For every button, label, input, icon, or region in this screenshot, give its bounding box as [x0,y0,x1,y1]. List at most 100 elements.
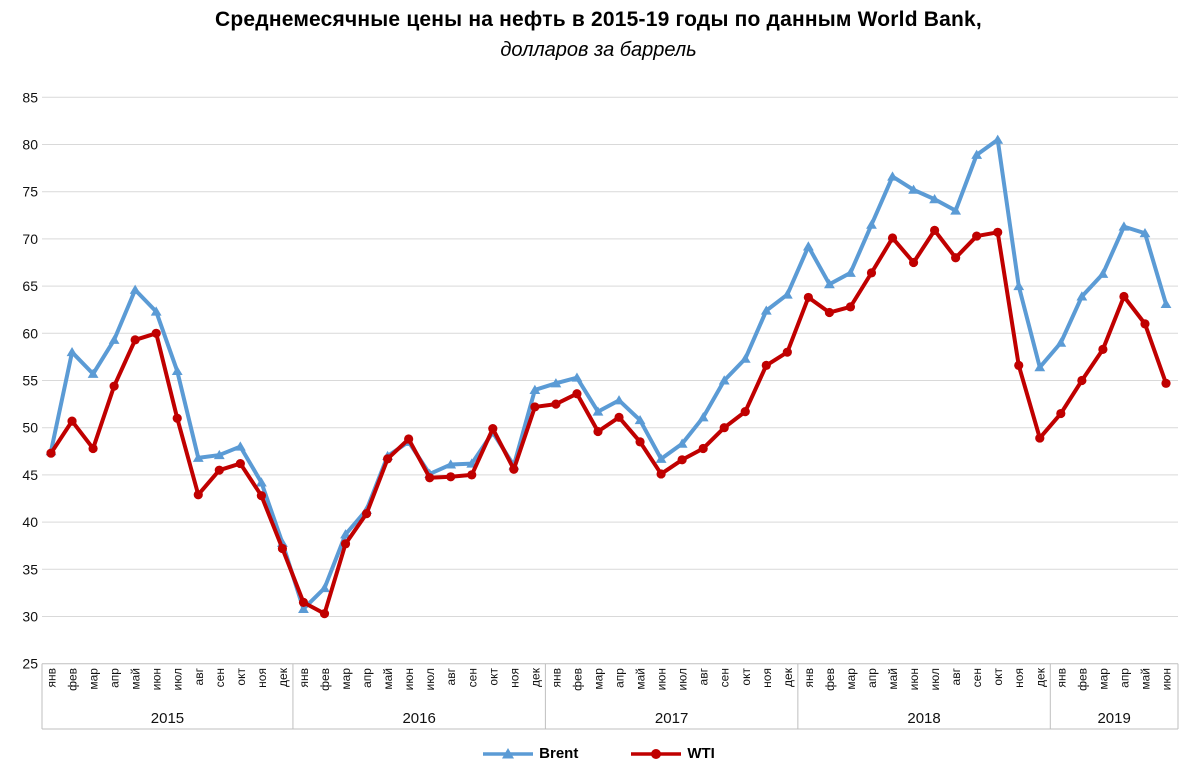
wti-marker [509,464,519,474]
wti-marker [151,328,161,338]
wti-marker [1014,360,1024,370]
wti-marker [824,307,835,318]
brent-marker [908,184,919,194]
chart-title: Среднемесячные цены на нефть в 2015-19 г… [215,8,982,31]
x-axis-month-label: дек [781,667,795,687]
brent-marker [192,452,204,462]
x-axis-month-label: авг [192,667,206,685]
y-axis-tick-label: 60 [22,325,38,341]
x-axis-month-label: май [634,668,648,690]
wti-marker [614,412,624,422]
brent-marker [634,414,646,425]
wti-marker [593,426,603,437]
x-axis-month-label: фев [823,668,837,691]
brent-marker [697,412,709,422]
wti-marker [782,347,792,357]
x-axis-month-label: сен [970,668,984,687]
brent-marker [971,149,983,159]
legend-item-wti[interactable]: WTI [630,745,715,762]
wti-marker [256,491,266,501]
x-axis-month-label: май [129,668,143,690]
brent-marker [1034,362,1046,372]
x-axis-month-label: окт [234,668,248,686]
wti-line [49,228,1169,616]
x-axis-month-label: мар [1096,668,1110,690]
wti-marker [866,268,877,278]
x-axis-month-label: май [381,668,395,690]
x-axis-month-label: ноя [760,668,774,688]
x-axis-year-label: 2015 [151,710,184,727]
brent-marker [255,477,267,487]
brent-marker [950,205,962,215]
x-axis-month-label: май [1138,668,1152,690]
brent-marker [66,346,78,357]
x-axis-month-label: дек [276,667,290,687]
wti-marker [319,609,330,619]
x-axis-month-label: июл [423,668,437,690]
x-axis-month-label: июн [655,668,669,690]
brent-marker [676,438,688,448]
x-axis-month-label: сен [718,668,732,687]
legend-label-brent: Brent [539,745,579,762]
brent-marker [887,171,898,181]
x-axis-month-label: фев [66,668,80,691]
wti-marker [172,413,182,423]
x-axis-month-label: апр [865,668,879,688]
wti-marker [972,231,982,241]
wti-marker [993,227,1003,237]
wti-marker [1077,375,1087,386]
x-axis-month-label: мар [339,668,353,690]
x-axis-month-label: окт [991,668,1005,686]
x-axis-month-label: июн [150,668,164,690]
x-axis-month-label: апр [360,668,374,688]
wti-marker [214,465,224,475]
wti-marker [298,597,309,607]
x-axis-month-label: мар [87,668,101,690]
wti-marker [488,424,498,434]
x-axis-month-label: сен [465,668,479,687]
wti-line-marker-icon [631,749,682,759]
brent-marker [340,529,351,539]
brent-marker [87,368,99,378]
brent-marker [655,453,667,463]
y-axis-tick-label: 50 [22,420,38,436]
brent-marker [298,603,309,613]
wti-marker [1035,433,1045,443]
wti-marker [1161,378,1171,388]
legend-item-brent[interactable]: Brent [482,745,578,762]
brent-marker [1055,337,1067,347]
wti-marker [761,360,771,370]
x-axis-month-label: янв [1054,668,1068,688]
x-axis-month-label: апр [613,668,627,688]
x-axis-month-label: апр [1117,668,1131,688]
x-axis-month-label: окт [739,668,753,686]
brent-line [49,137,1169,611]
x-axis-month-label: янв [45,668,59,688]
wti-marker [887,233,898,243]
wti-marker [109,381,119,391]
brent-marker [1160,298,1172,309]
x-axis-month-label: янв [802,668,816,688]
x-axis-month-label: фев [1075,668,1089,691]
wti-marker [719,423,729,433]
wti-marker [677,455,687,465]
wti-marker [88,443,98,454]
wti-marker [929,225,940,236]
brent-line-marker-icon [483,748,534,759]
brent-marker [108,334,120,344]
x-axis-month-label: авг [697,667,711,685]
wti-marker [572,389,582,399]
x-axis-month-label: фев [318,668,332,691]
wti-marker [67,416,77,426]
x-axis-month-label: мар [591,668,605,690]
brent-marker [319,582,330,593]
wti-marker [235,458,245,469]
wti-marker [1098,344,1108,354]
brent-marker [592,406,604,416]
x-axis-year-label: 2016 [402,710,435,727]
brent-marker [234,441,246,451]
wti-marker [46,448,56,458]
brent-marker [781,289,793,299]
wti-marker [803,292,813,303]
